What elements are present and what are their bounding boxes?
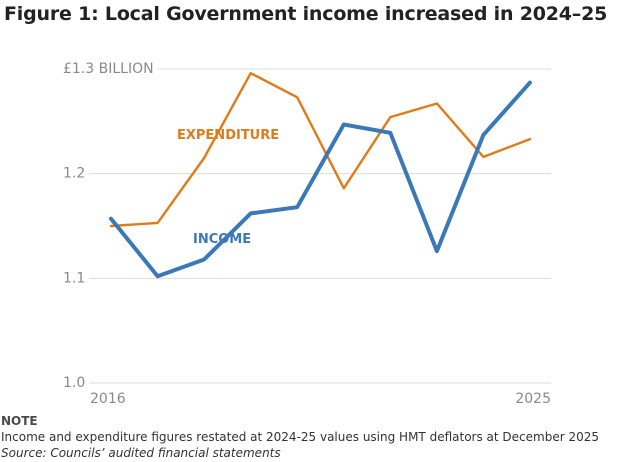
line-chart: 1.0 1.1 1.2 £1.3 BILLION 2016 2025 EXPENDITU… [61, 61, 551, 407]
y-tick-label: 1.0 [63, 375, 85, 391]
y-axis-labels: 1.0 1.1 1.2 £1.3 BILLION [61, 61, 158, 391]
note-text: Income and expenditure figures restated … [1, 430, 599, 444]
x-tick-label: 2016 [90, 391, 126, 407]
y-tick-label-backing [61, 375, 90, 391]
series-line-expenditure [109, 71, 532, 228]
series-labels: EXPENDITURE INCOME [177, 128, 279, 247]
source-note: Source: Councils’ audited financial stat… [1, 446, 281, 460]
note-heading: NOTE [1, 414, 38, 428]
series-lines [109, 71, 532, 279]
y-tick-label: £1.3 BILLION [63, 61, 154, 77]
x-tick-label: 2025 [515, 391, 551, 407]
y-tick-label: 1.1 [63, 270, 85, 286]
y-tick-label-backing [61, 270, 90, 287]
series-line-income [109, 80, 532, 279]
y-tick-label: 1.2 [63, 166, 85, 182]
series-label-income: INCOME [193, 232, 251, 247]
chart-notes: NOTE Income and expenditure figures rest… [1, 413, 599, 461]
x-axis-labels: 2016 2025 [90, 391, 551, 407]
chart-title: Figure 1: Local Government income increa… [4, 3, 608, 25]
y-tick-label-backing [61, 61, 158, 77]
y-tick-label-backing [61, 165, 90, 182]
series-label-expenditure: EXPENDITURE [177, 128, 279, 143]
